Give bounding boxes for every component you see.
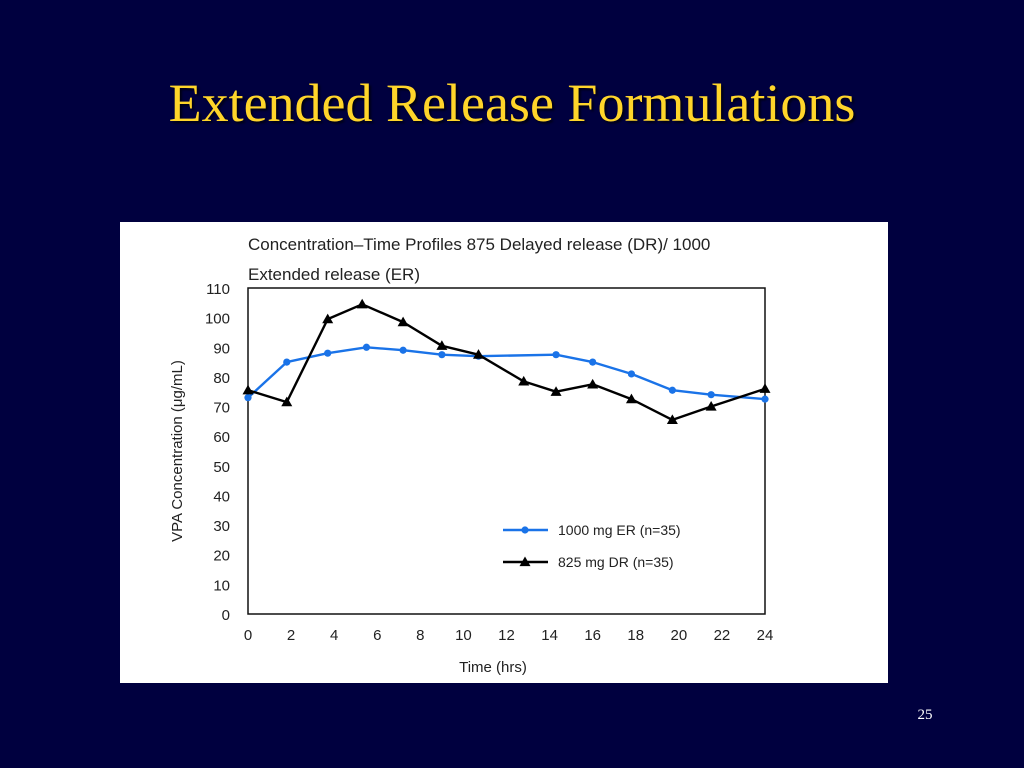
data-point-er (761, 395, 769, 403)
legend-label-dr: 825 mg DR (n=35) (558, 554, 674, 570)
line-chart: Concentration–Time Profiles 875 Delayed … (169, 235, 774, 676)
data-point-dr (666, 414, 678, 425)
data-point-dr (436, 340, 448, 350)
y-tick-label: 90 (213, 340, 230, 357)
data-point-er (552, 351, 560, 359)
y-tick-label: 70 (213, 400, 230, 417)
data-point-er (244, 394, 252, 402)
slide-title: Extended Release Formulations (168, 73, 856, 133)
series-line-dr (247, 303, 766, 422)
x-axis-label: Time (hrs) (459, 659, 527, 676)
x-tick-label: 8 (416, 627, 424, 644)
y-axis-ticks: 0 10 20 30 40 50 60 70 80 90 100 110 (205, 281, 230, 624)
chart-panel: Concentration–Time Profiles 875 Delayed … (120, 222, 888, 683)
data-point-dr (322, 313, 334, 324)
x-tick-label: 10 (455, 627, 472, 644)
y-tick-label: 10 (213, 577, 230, 594)
x-tick-label: 16 (584, 627, 601, 644)
x-tick-label: 6 (373, 627, 381, 644)
plot-area-frame (247, 287, 766, 615)
data-point-dr (242, 384, 254, 395)
data-point-er (283, 358, 291, 366)
page-number: 25 (917, 707, 933, 723)
chart-legend: 1000 mg ER (n=35) 825 mg DR (n=35) (503, 522, 681, 570)
x-tick-label: 20 (670, 627, 687, 644)
data-point-er (324, 349, 332, 357)
data-point-er (589, 358, 597, 366)
data-point-er (627, 370, 636, 378)
legend-marker-dr (519, 556, 531, 567)
series-layer (242, 298, 771, 425)
data-point-er (438, 351, 446, 359)
y-tick-label: 0 (222, 607, 230, 624)
data-point-er (399, 346, 407, 354)
legend-label-er: 1000 mg ER (n=35) (558, 522, 681, 538)
y-tick-label: 20 (213, 548, 230, 565)
data-point-dr (625, 393, 637, 404)
x-axis-ticks: 0 2 4 6 8 10 12 14 16 18 20 22 24 (244, 627, 774, 644)
data-point-dr (705, 401, 717, 411)
y-tick-label: 110 (206, 281, 230, 298)
data-point-dr (356, 298, 368, 309)
y-axis-label: VPA Concentration (μg/mL) (169, 360, 186, 542)
data-point-er (668, 386, 676, 394)
x-tick-label: 12 (498, 627, 515, 644)
x-tick-label: 14 (541, 627, 558, 644)
y-tick-label: 100 (205, 311, 230, 328)
data-point-dr (518, 375, 530, 386)
data-point-dr (759, 383, 771, 393)
y-tick-label: 80 (213, 370, 230, 387)
y-tick-label: 50 (213, 459, 230, 476)
data-point-dr (472, 349, 484, 359)
y-tick-label: 60 (213, 429, 230, 446)
chart-title-line-2: Extended release (ER) (248, 265, 420, 284)
data-point-dr (550, 386, 562, 396)
y-tick-label: 30 (213, 518, 230, 535)
data-point-dr (587, 378, 599, 389)
x-tick-label: 0 (244, 627, 252, 644)
data-point-er (707, 391, 715, 399)
x-tick-label: 18 (627, 627, 644, 644)
data-point-dr (281, 396, 293, 407)
data-point-dr (397, 316, 409, 327)
x-tick-label: 24 (757, 627, 774, 644)
x-tick-label: 2 (287, 627, 295, 644)
chart-title-line-1: Concentration–Time Profiles 875 Delayed … (248, 235, 710, 254)
y-tick-label: 40 (213, 488, 230, 505)
legend-marker-er (521, 526, 529, 534)
x-tick-label: 22 (714, 627, 731, 644)
data-point-er (362, 343, 371, 351)
x-tick-label: 4 (330, 627, 338, 644)
